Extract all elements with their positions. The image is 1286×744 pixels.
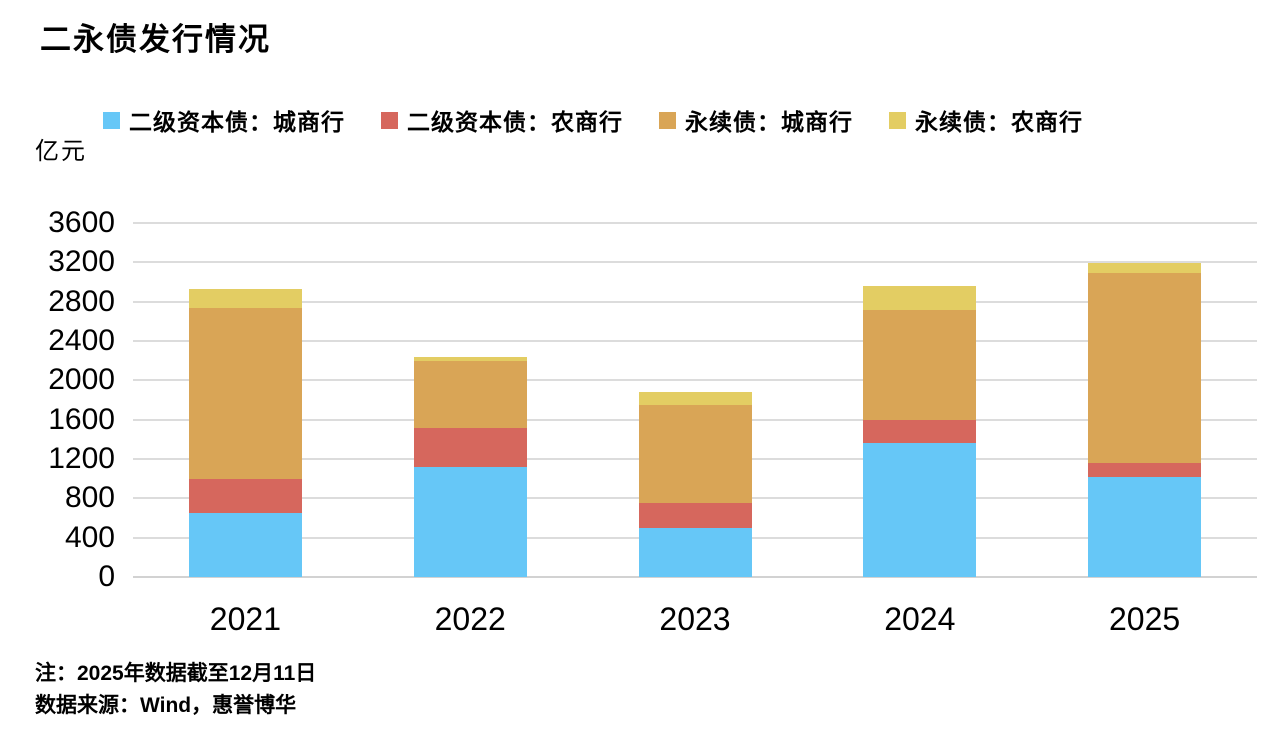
note-data-cutoff: 注：2025年数据截至12月11日 [35, 662, 317, 685]
x-axis-baseline [133, 576, 1257, 578]
legend-item-2: 永续债：城商行 [659, 103, 853, 137]
bar-segment-2022-series-3 [413, 356, 527, 361]
y-tick-label-0: 0 [98, 560, 115, 593]
y-tick-label-2000: 2000 [48, 363, 115, 397]
bar-segment-2021-series-2 [188, 307, 302, 479]
chart-legend: 二级资本债：城商行 二级资本债：农商行 永续债：城商行 永续债：农商行 [103, 103, 1083, 137]
x-tick-label-2021: 2021 [209, 601, 281, 637]
bar-segment-2025-series-1 [1088, 462, 1202, 477]
bar-segment-2022-series-2 [413, 360, 527, 428]
y-tick-label-2800: 2800 [48, 284, 115, 318]
legend-item-1: 二级资本债：农商行 [381, 103, 623, 137]
gridline-3200 [133, 261, 1257, 264]
legend-label: 永续债：城商行 [685, 109, 853, 135]
bar-segment-2024-series-0 [863, 443, 977, 577]
y-tick-label-1600: 1600 [48, 402, 115, 436]
chart-notes: 注：2025年数据截至12月11日 数据来源：Wind，惠誉博华 [35, 658, 316, 722]
legend-item-3: 永续债：农商行 [889, 103, 1083, 137]
legend-label: 永续债：农商行 [915, 109, 1083, 135]
gridline-2800 [133, 300, 1257, 303]
legend-label: 二级资本债：农商行 [407, 109, 623, 135]
bar-stack-2024 [863, 0, 977, 577]
bar-stack-2022 [413, 0, 527, 577]
gridline-2400 [133, 340, 1257, 342]
bar-segment-2025-series-2 [1088, 273, 1202, 463]
legend-label: 二级资本债：城商行 [129, 109, 345, 135]
legend-swatch-icon [381, 111, 398, 129]
y-tick-label-400: 400 [64, 520, 115, 554]
y-tick-label-1200: 1200 [48, 442, 115, 475]
bar-segment-2021-series-3 [188, 288, 302, 308]
note-data-source: 数据来源：Wind，惠誉博华 [35, 694, 297, 717]
bar-segment-2021-series-0 [188, 513, 302, 577]
x-tick-label-2022: 2022 [434, 601, 506, 637]
x-tick-label-2024: 2024 [884, 601, 956, 637]
legend-swatch-icon [889, 111, 906, 129]
bar-stack-2021 [188, 0, 302, 577]
bar-stack-2025 [1088, 0, 1202, 577]
y-axis-unit-label: 亿元 [35, 138, 87, 165]
y-tick-label-3600: 3600 [48, 206, 115, 239]
gridline-2000 [133, 379, 1257, 382]
bar-segment-2024-series-2 [863, 309, 977, 420]
y-tick-label-3200: 3200 [48, 245, 115, 279]
legend-swatch-icon [659, 111, 676, 129]
bar-segment-2025-series-0 [1088, 476, 1202, 577]
legend-swatch-icon [103, 111, 120, 129]
y-tick-label-2400: 2400 [48, 324, 115, 357]
bar-segment-2022-series-0 [413, 466, 527, 577]
bar-segment-2024-series-3 [863, 285, 977, 310]
bar-segment-2022-series-1 [413, 427, 527, 467]
chart-title: 二永债发行情况 [40, 22, 271, 57]
x-tick-label-2023: 2023 [659, 601, 731, 637]
bar-segment-2025-series-3 [1088, 263, 1202, 274]
bar-segment-2023-series-2 [638, 404, 752, 504]
y-tick-label-800: 800 [64, 481, 115, 515]
legend-item-0: 二级资本债：城商行 [103, 103, 345, 137]
bar-segment-2024-series-1 [863, 419, 977, 444]
x-tick-label-2025: 2025 [1109, 601, 1181, 637]
gridline-3600 [133, 222, 1257, 224]
bar-segment-2023-series-1 [638, 503, 752, 528]
bar-segment-2021-series-1 [188, 478, 302, 514]
bar-stack-2023 [638, 0, 752, 577]
bar-segment-2023-series-0 [638, 527, 752, 577]
bar-segment-2023-series-3 [638, 392, 752, 405]
